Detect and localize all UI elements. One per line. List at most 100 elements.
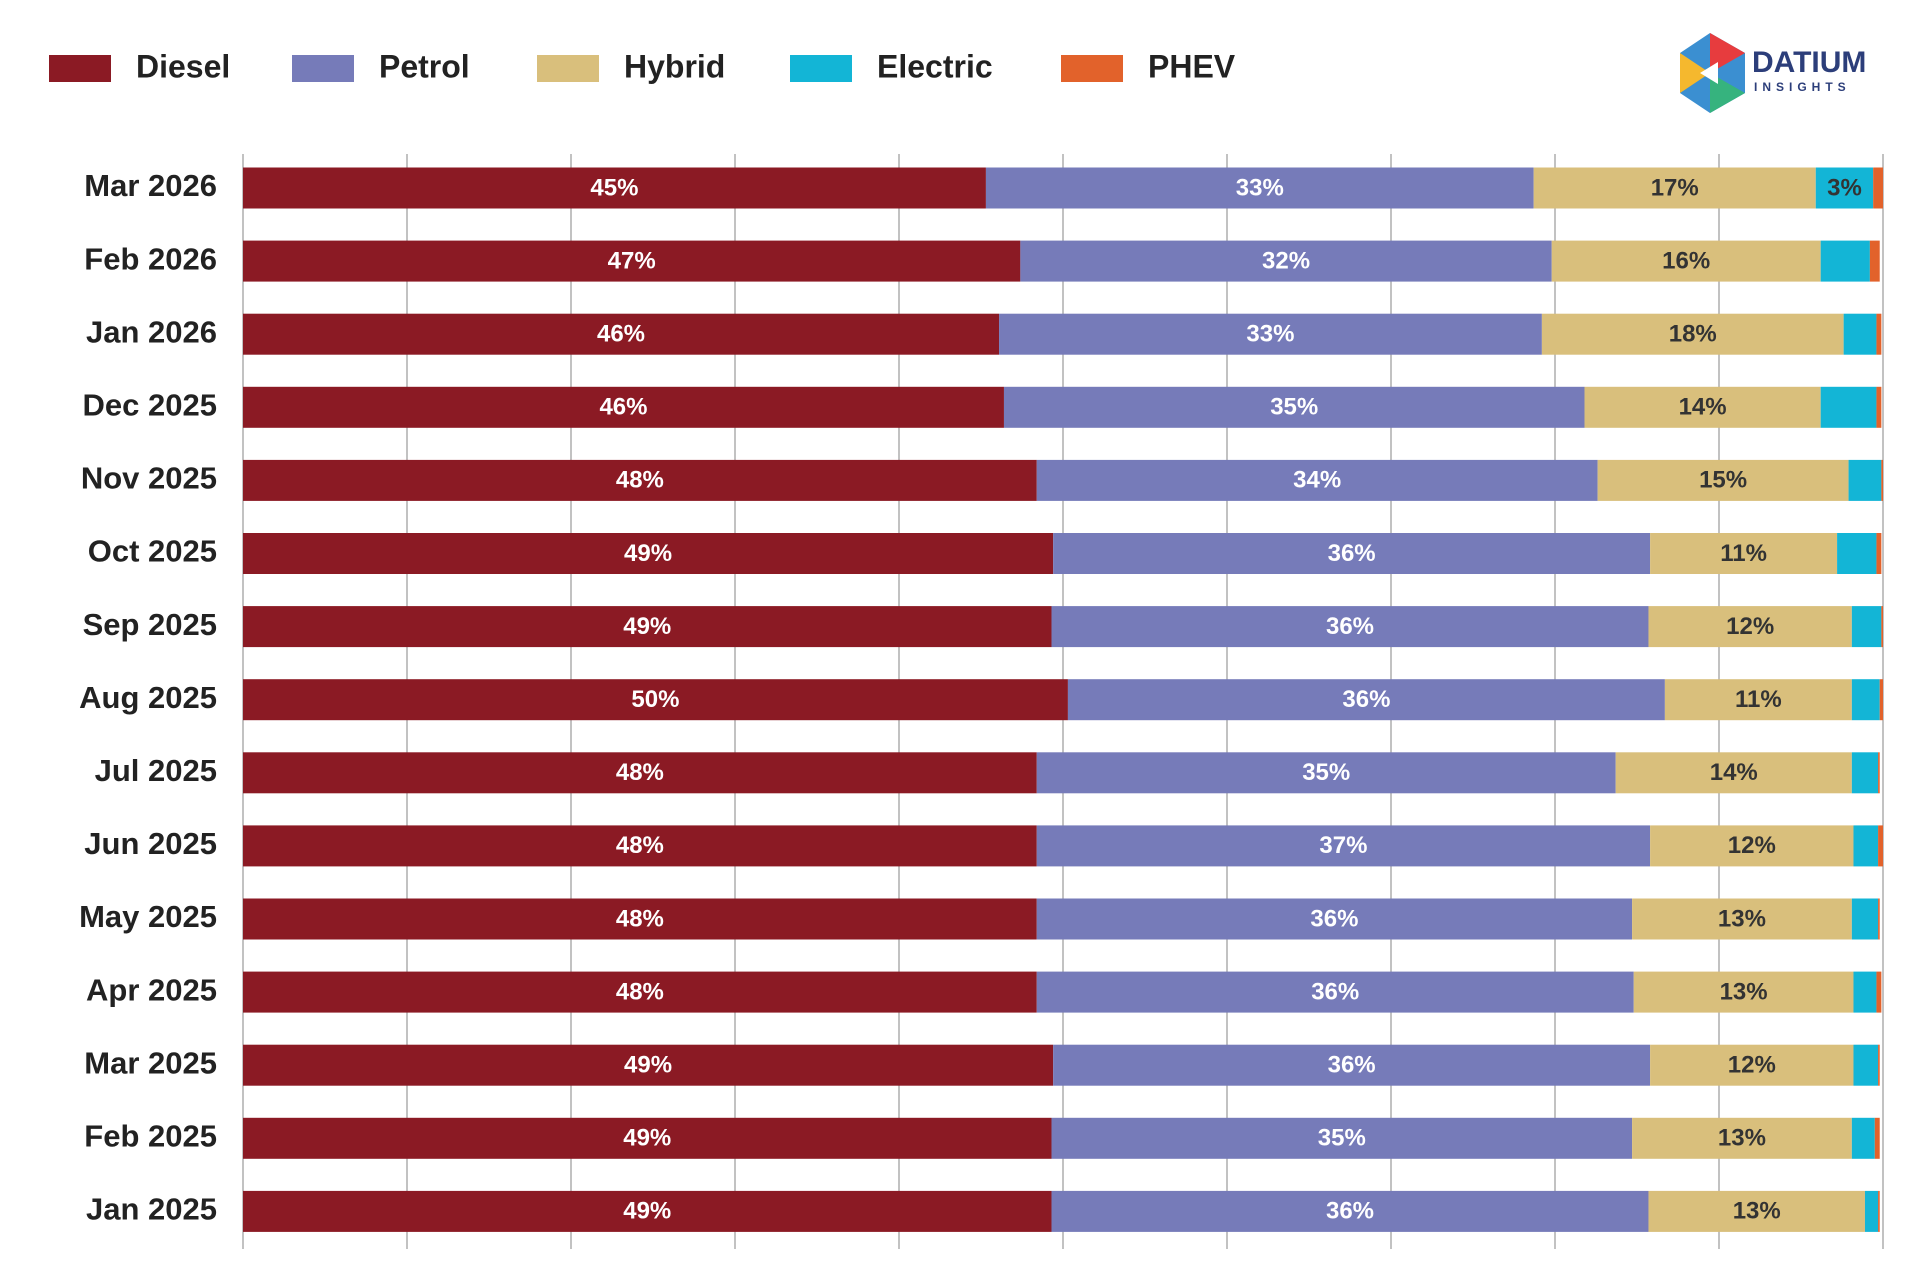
bar-segment: [1851, 1117, 1875, 1159]
bar-segment: [243, 459, 1037, 501]
value-label: 17%: [1651, 174, 1699, 201]
y-tick-label: Feb 2025: [84, 1118, 217, 1153]
value-label: 49%: [623, 1125, 671, 1152]
legend-swatch: [790, 55, 852, 82]
value-label: 13%: [1720, 978, 1768, 1005]
bar-segment: [243, 533, 1054, 574]
bar-segment: [1878, 752, 1880, 794]
value-label: 48%: [616, 978, 664, 1005]
bar-segment: [1881, 459, 1883, 501]
bar-segment: [1820, 386, 1877, 428]
bar-segment: [1873, 167, 1883, 209]
bar-segment: [1051, 606, 1649, 648]
bar-segment: [243, 1117, 1052, 1159]
value-label: 46%: [597, 321, 645, 348]
value-label: 14%: [1710, 759, 1758, 786]
bar-segment: [1874, 1117, 1880, 1159]
value-label: 36%: [1326, 1198, 1374, 1225]
value-label: 15%: [1699, 467, 1747, 494]
bar-segment: [243, 971, 1037, 1013]
bar-segment: [1036, 825, 1651, 867]
legend-swatch: [537, 55, 599, 82]
bar-segment: [1036, 898, 1633, 940]
bar-segment: [1815, 167, 1874, 209]
y-tick-label: Dec 2025: [83, 387, 217, 422]
bar-segment: [1067, 679, 1665, 721]
bar-segment: [1878, 1190, 1880, 1232]
value-label: 34%: [1293, 467, 1341, 494]
legend-label: PHEV: [1148, 48, 1236, 84]
bar-segment: [243, 898, 1037, 940]
bar-segment: [1820, 240, 1870, 282]
value-label: 32%: [1262, 247, 1310, 274]
bar-segment: [243, 1190, 1052, 1232]
value-label: 12%: [1728, 832, 1776, 859]
value-label: 36%: [1311, 978, 1359, 1005]
logo: DATIUM INSIGHTS: [1680, 33, 1866, 113]
legend-swatch: [1061, 55, 1123, 82]
value-label: 50%: [631, 686, 679, 713]
bar-segment: [1853, 825, 1879, 867]
bar-segment: [243, 1044, 1054, 1086]
bar-segment: [1878, 825, 1883, 867]
y-tick-label: Jul 2025: [95, 753, 217, 788]
value-label: 33%: [1236, 174, 1284, 201]
logo-mark: [1710, 73, 1745, 113]
bar-segment: [1876, 313, 1882, 355]
value-label: 35%: [1302, 759, 1350, 786]
y-tick-label: Jun 2025: [84, 826, 217, 861]
bar-segment: [1876, 971, 1882, 1013]
value-label: 16%: [1662, 247, 1710, 274]
value-label: 49%: [624, 1052, 672, 1079]
bar-segment: [1615, 752, 1852, 794]
bar-segment: [1837, 533, 1877, 574]
logo-mark: [1680, 53, 1710, 93]
bar-segment: [1879, 679, 1883, 721]
y-tick-label: Apr 2025: [86, 972, 217, 1007]
bar-segment: [243, 825, 1037, 867]
legend-swatch: [292, 55, 354, 82]
logo-name: DATIUM: [1752, 46, 1866, 79]
value-label: 36%: [1328, 1052, 1376, 1079]
y-tick-label: Nov 2025: [81, 461, 217, 496]
bar-segment: [1551, 240, 1821, 282]
bar-segment: [1003, 386, 1585, 428]
value-label: 36%: [1328, 540, 1376, 567]
y-tick-label: Oct 2025: [88, 534, 217, 569]
y-tick-label: May 2025: [79, 899, 217, 934]
bar-segment: [985, 167, 1534, 209]
y-tick-label: Feb 2026: [84, 241, 217, 276]
bar-segment: [1853, 1044, 1879, 1086]
bar-segment: [1541, 313, 1844, 355]
bar-segment: [1584, 386, 1821, 428]
bar-segment: [1664, 679, 1852, 721]
y-tick-label: Jan 2025: [86, 1192, 217, 1227]
value-label: 45%: [590, 174, 638, 201]
bar-segment: [1843, 313, 1877, 355]
value-label: 11%: [1735, 686, 1782, 713]
y-tick-label: Jan 2026: [86, 314, 217, 349]
value-label: 36%: [1326, 613, 1374, 640]
bar-segment: [1597, 459, 1849, 501]
bar-segment: [1036, 459, 1598, 501]
bar-segment: [243, 606, 1052, 648]
value-label: 48%: [616, 467, 664, 494]
bar-segment: [1036, 971, 1634, 1013]
legend-label: Diesel: [136, 48, 230, 84]
bar-segment: [1533, 167, 1816, 209]
y-tick-label: Aug 2025: [79, 680, 217, 715]
logo-tagline: INSIGHTS: [1754, 80, 1851, 94]
value-label: 46%: [599, 394, 647, 421]
value-label: 48%: [616, 759, 664, 786]
bar-segment: [1881, 606, 1883, 648]
value-label: 13%: [1718, 1125, 1766, 1152]
bar-segment: [1853, 971, 1877, 1013]
bar-segment: [1632, 1117, 1852, 1159]
value-label: 47%: [608, 247, 656, 274]
bar-segment: [999, 313, 1542, 355]
value-label: 18%: [1669, 321, 1717, 348]
bar-segment: [243, 240, 1021, 282]
value-label: 12%: [1728, 1052, 1776, 1079]
value-label: 36%: [1342, 686, 1390, 713]
